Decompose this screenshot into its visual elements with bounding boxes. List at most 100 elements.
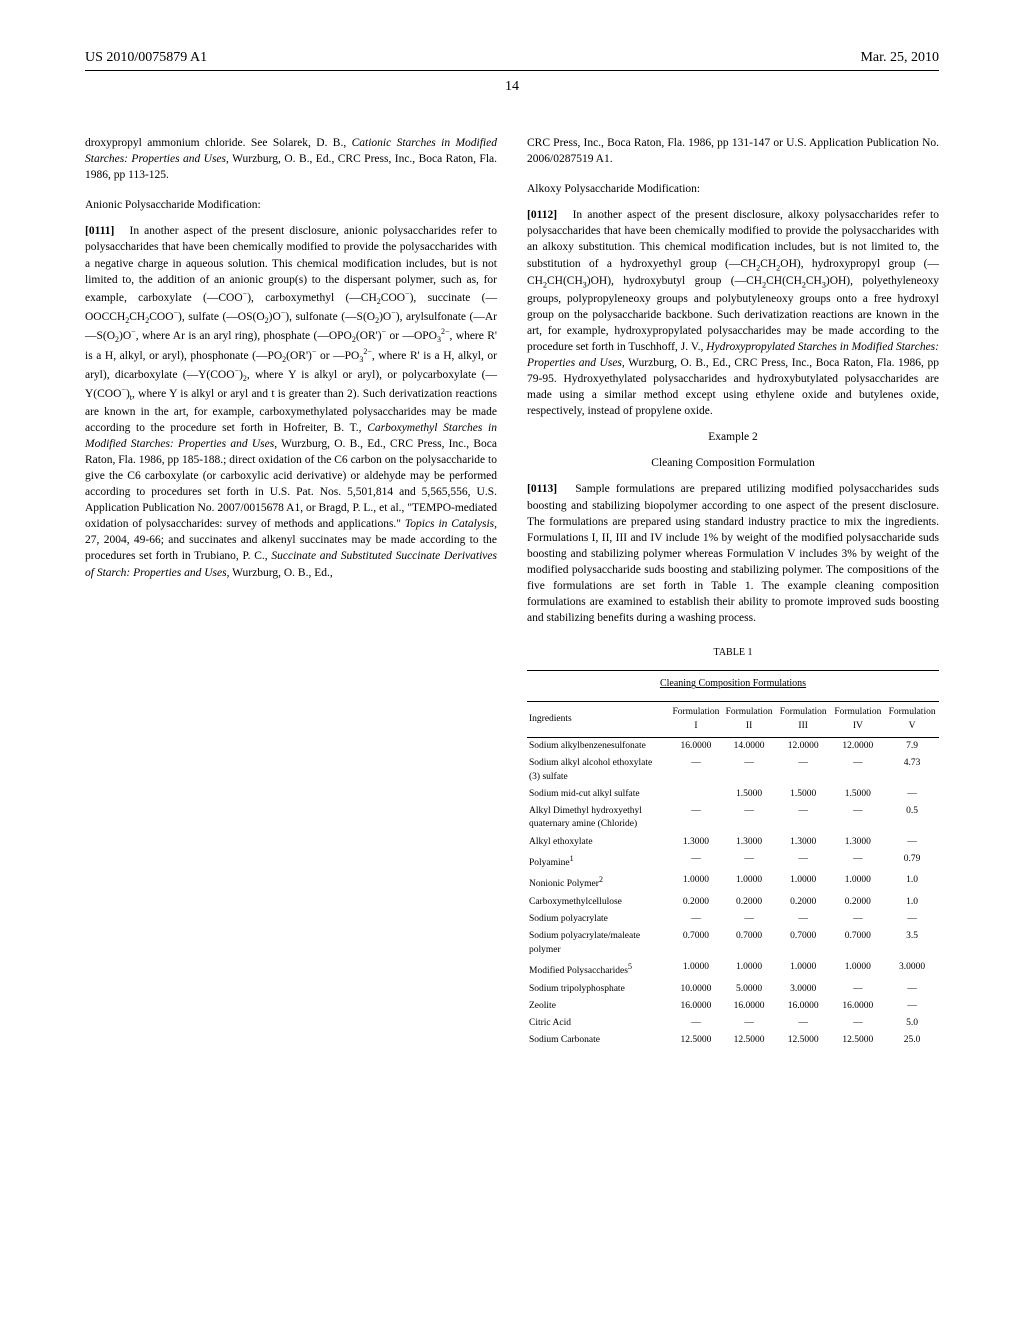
value-cell: — xyxy=(670,851,723,872)
value-cell: 16.0000 xyxy=(722,998,776,1015)
value-cell: — xyxy=(722,851,776,872)
value-cell: — xyxy=(885,834,939,851)
value-cell: — xyxy=(722,911,776,928)
value-cell: 16.0000 xyxy=(670,998,723,1015)
value-cell: 1.5000 xyxy=(830,786,885,803)
value-cell: 1.0000 xyxy=(830,959,885,980)
value-cell: — xyxy=(830,1015,885,1032)
value-cell: 0.79 xyxy=(885,851,939,872)
value-cell: 1.0000 xyxy=(776,959,831,980)
value-cell: — xyxy=(776,851,831,872)
value-cell: 10.0000 xyxy=(670,981,723,998)
value-cell: 14.0000 xyxy=(722,737,776,755)
right-column: CRC Press, Inc., Boca Raton, Fla. 1986, … xyxy=(527,135,939,1050)
value-cell: 0.2000 xyxy=(776,894,831,911)
para-num-0112: [0112] xyxy=(527,209,557,221)
table-caption: Cleaning Composition Formulations xyxy=(527,677,939,691)
value-cell: 0.7000 xyxy=(670,928,723,959)
table-row: Polyamine1————0.79 xyxy=(527,851,939,872)
publication-date: Mar. 25, 2010 xyxy=(860,50,939,66)
value-cell: 4.73 xyxy=(885,755,939,786)
value-cell: — xyxy=(670,755,723,786)
value-cell: 1.0000 xyxy=(722,959,776,980)
value-cell: 1.0000 xyxy=(670,872,723,893)
value-cell: 0.2000 xyxy=(670,894,723,911)
table-row: Sodium alkylbenzenesulfonate16.000014.00… xyxy=(527,737,939,755)
value-cell: 12.5000 xyxy=(722,1032,776,1049)
value-cell: 5.0 xyxy=(885,1015,939,1032)
publication-number: US 2010/0075879 A1 xyxy=(85,50,207,66)
value-cell: — xyxy=(722,803,776,834)
value-cell: — xyxy=(776,911,831,928)
col-f2: Formulation II xyxy=(722,702,776,738)
ingredient-cell: Sodium polyacrylate/maleate polymer xyxy=(527,928,670,959)
table-row: Nonionic Polymer21.00001.00001.00001.000… xyxy=(527,872,939,893)
ingredient-cell: Polyamine1 xyxy=(527,851,670,872)
value-cell: 16.0000 xyxy=(830,998,885,1015)
value-cell: 0.2000 xyxy=(722,894,776,911)
value-cell: — xyxy=(722,1015,776,1032)
value-cell: 12.5000 xyxy=(776,1032,831,1049)
para-num-0113: [0113] xyxy=(527,483,557,495)
value-cell: — xyxy=(830,851,885,872)
ingredient-cell: Modified Polysaccharides5 xyxy=(527,959,670,980)
value-cell: 12.0000 xyxy=(776,737,831,755)
alkoxy-section-title: Alkoxy Polysaccharide Modification: xyxy=(527,181,939,197)
value-cell: — xyxy=(776,755,831,786)
formulations-table: Ingredients Formulation I Formulation II… xyxy=(527,701,939,1049)
col-f4: Formulation IV xyxy=(830,702,885,738)
value-cell: 1.3000 xyxy=(670,834,723,851)
value-cell: 0.5 xyxy=(885,803,939,834)
value-cell: 1.3000 xyxy=(722,834,776,851)
value-cell: — xyxy=(830,981,885,998)
ingredient-cell: Sodium Carbonate xyxy=(527,1032,670,1049)
paragraph-0113: [0113] Sample formulations are prepared … xyxy=(527,481,939,626)
value-cell: 1.3000 xyxy=(830,834,885,851)
col-f5: Formulation V xyxy=(885,702,939,738)
value-cell: 12.5000 xyxy=(830,1032,885,1049)
table-row: Sodium mid-cut alkyl sulfate1.50001.5000… xyxy=(527,786,939,803)
page-number: 14 xyxy=(85,79,939,95)
value-cell: 7.9 xyxy=(885,737,939,755)
ingredient-cell: Carboxymethylcellulose xyxy=(527,894,670,911)
col-f1: Formulation I xyxy=(670,702,723,738)
value-cell: 12.0000 xyxy=(830,737,885,755)
value-cell: 25.0 xyxy=(885,1032,939,1049)
table-row: Sodium Carbonate12.500012.500012.500012.… xyxy=(527,1032,939,1049)
paragraph-0112: [0112] In another aspect of the present … xyxy=(527,207,939,419)
value-cell: 1.0 xyxy=(885,894,939,911)
value-cell: — xyxy=(722,755,776,786)
anionic-section-title: Anionic Polysaccharide Modification: xyxy=(85,197,497,213)
content-columns: droxypropyl ammonium chloride. See Solar… xyxy=(85,135,939,1050)
value-cell: 3.0000 xyxy=(885,959,939,980)
value-cell: 1.0000 xyxy=(670,959,723,980)
ingredient-cell: Sodium alkyl alcohol ethoxylate (3) sulf… xyxy=(527,755,670,786)
table-row: Alkyl Dimethyl hydroxyethyl quaternary a… xyxy=(527,803,939,834)
value-cell: — xyxy=(670,1015,723,1032)
value-cell: 3.0000 xyxy=(776,981,831,998)
value-cell: — xyxy=(885,981,939,998)
table-row: Sodium tripolyphosphate10.00005.00003.00… xyxy=(527,981,939,998)
value-cell: 1.5000 xyxy=(722,786,776,803)
value-cell: — xyxy=(776,803,831,834)
value-cell: 1.5000 xyxy=(776,786,831,803)
table-row: Sodium alkyl alcohol ethoxylate (3) sulf… xyxy=(527,755,939,786)
value-cell: — xyxy=(830,755,885,786)
value-cell: 16.0000 xyxy=(776,998,831,1015)
table-header-row: Ingredients Formulation I Formulation II… xyxy=(527,702,939,738)
value-cell: 1.0000 xyxy=(722,872,776,893)
value-cell: 1.0000 xyxy=(776,872,831,893)
ingredient-cell: Sodium polyacrylate xyxy=(527,911,670,928)
left-column: droxypropyl ammonium chloride. See Solar… xyxy=(85,135,497,1050)
ingredient-cell: Citric Acid xyxy=(527,1015,670,1032)
value-cell: — xyxy=(885,911,939,928)
value-cell: 0.2000 xyxy=(830,894,885,911)
table-row: Sodium polyacrylate————— xyxy=(527,911,939,928)
table-1-container: TABLE 1 Cleaning Composition Formulation… xyxy=(527,646,939,1049)
value-cell: 0.7000 xyxy=(776,928,831,959)
value-cell xyxy=(670,786,723,803)
continuation-paragraph-right: CRC Press, Inc., Boca Raton, Fla. 1986, … xyxy=(527,135,939,167)
ingredient-cell: Nonionic Polymer2 xyxy=(527,872,670,893)
table-row: Zeolite16.000016.000016.000016.0000— xyxy=(527,998,939,1015)
table-label: TABLE 1 xyxy=(527,646,939,660)
